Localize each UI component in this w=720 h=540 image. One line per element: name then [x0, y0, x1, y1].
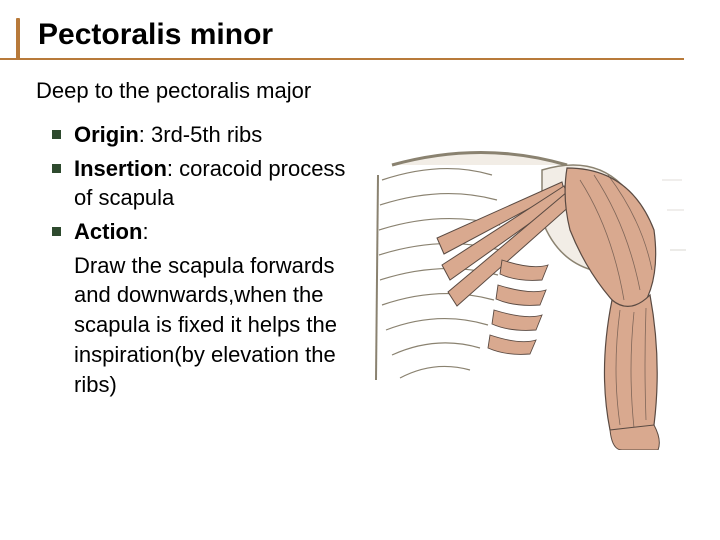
bullet-origin: Origin: 3rd-5th ribs — [52, 120, 356, 150]
action-colon: : — [142, 219, 148, 244]
origin-text: : 3rd-5th ribs — [139, 122, 263, 147]
slide-title: Pectoralis minor — [36, 18, 684, 52]
slide: Pectoralis minor Deep to the pectoralis … — [0, 0, 720, 540]
origin-label: Origin — [74, 122, 139, 147]
square-bullet-icon — [52, 164, 61, 173]
text-column: Origin: 3rd-5th ribs Insertion: coracoid… — [36, 120, 356, 450]
insertion-label: Insertion — [74, 156, 167, 181]
square-bullet-icon — [52, 130, 61, 139]
title-accent-bar — [16, 18, 20, 60]
slide-subtitle: Deep to the pectoralis major — [36, 78, 684, 104]
square-bullet-icon — [52, 227, 61, 236]
anatomy-illustration — [362, 120, 692, 450]
bullet-action: Action: — [52, 217, 356, 247]
action-detail: Draw the scapula forwards and downwards,… — [36, 251, 356, 399]
bullet-list: Origin: 3rd-5th ribs Insertion: coracoid… — [36, 120, 356, 247]
content-row: Origin: 3rd-5th ribs Insertion: coracoid… — [36, 120, 684, 450]
action-label: Action — [74, 219, 142, 244]
title-container: Pectoralis minor — [36, 18, 684, 60]
bullet-insertion: Insertion: coracoid process of scapula — [52, 154, 356, 213]
image-column — [362, 120, 692, 450]
